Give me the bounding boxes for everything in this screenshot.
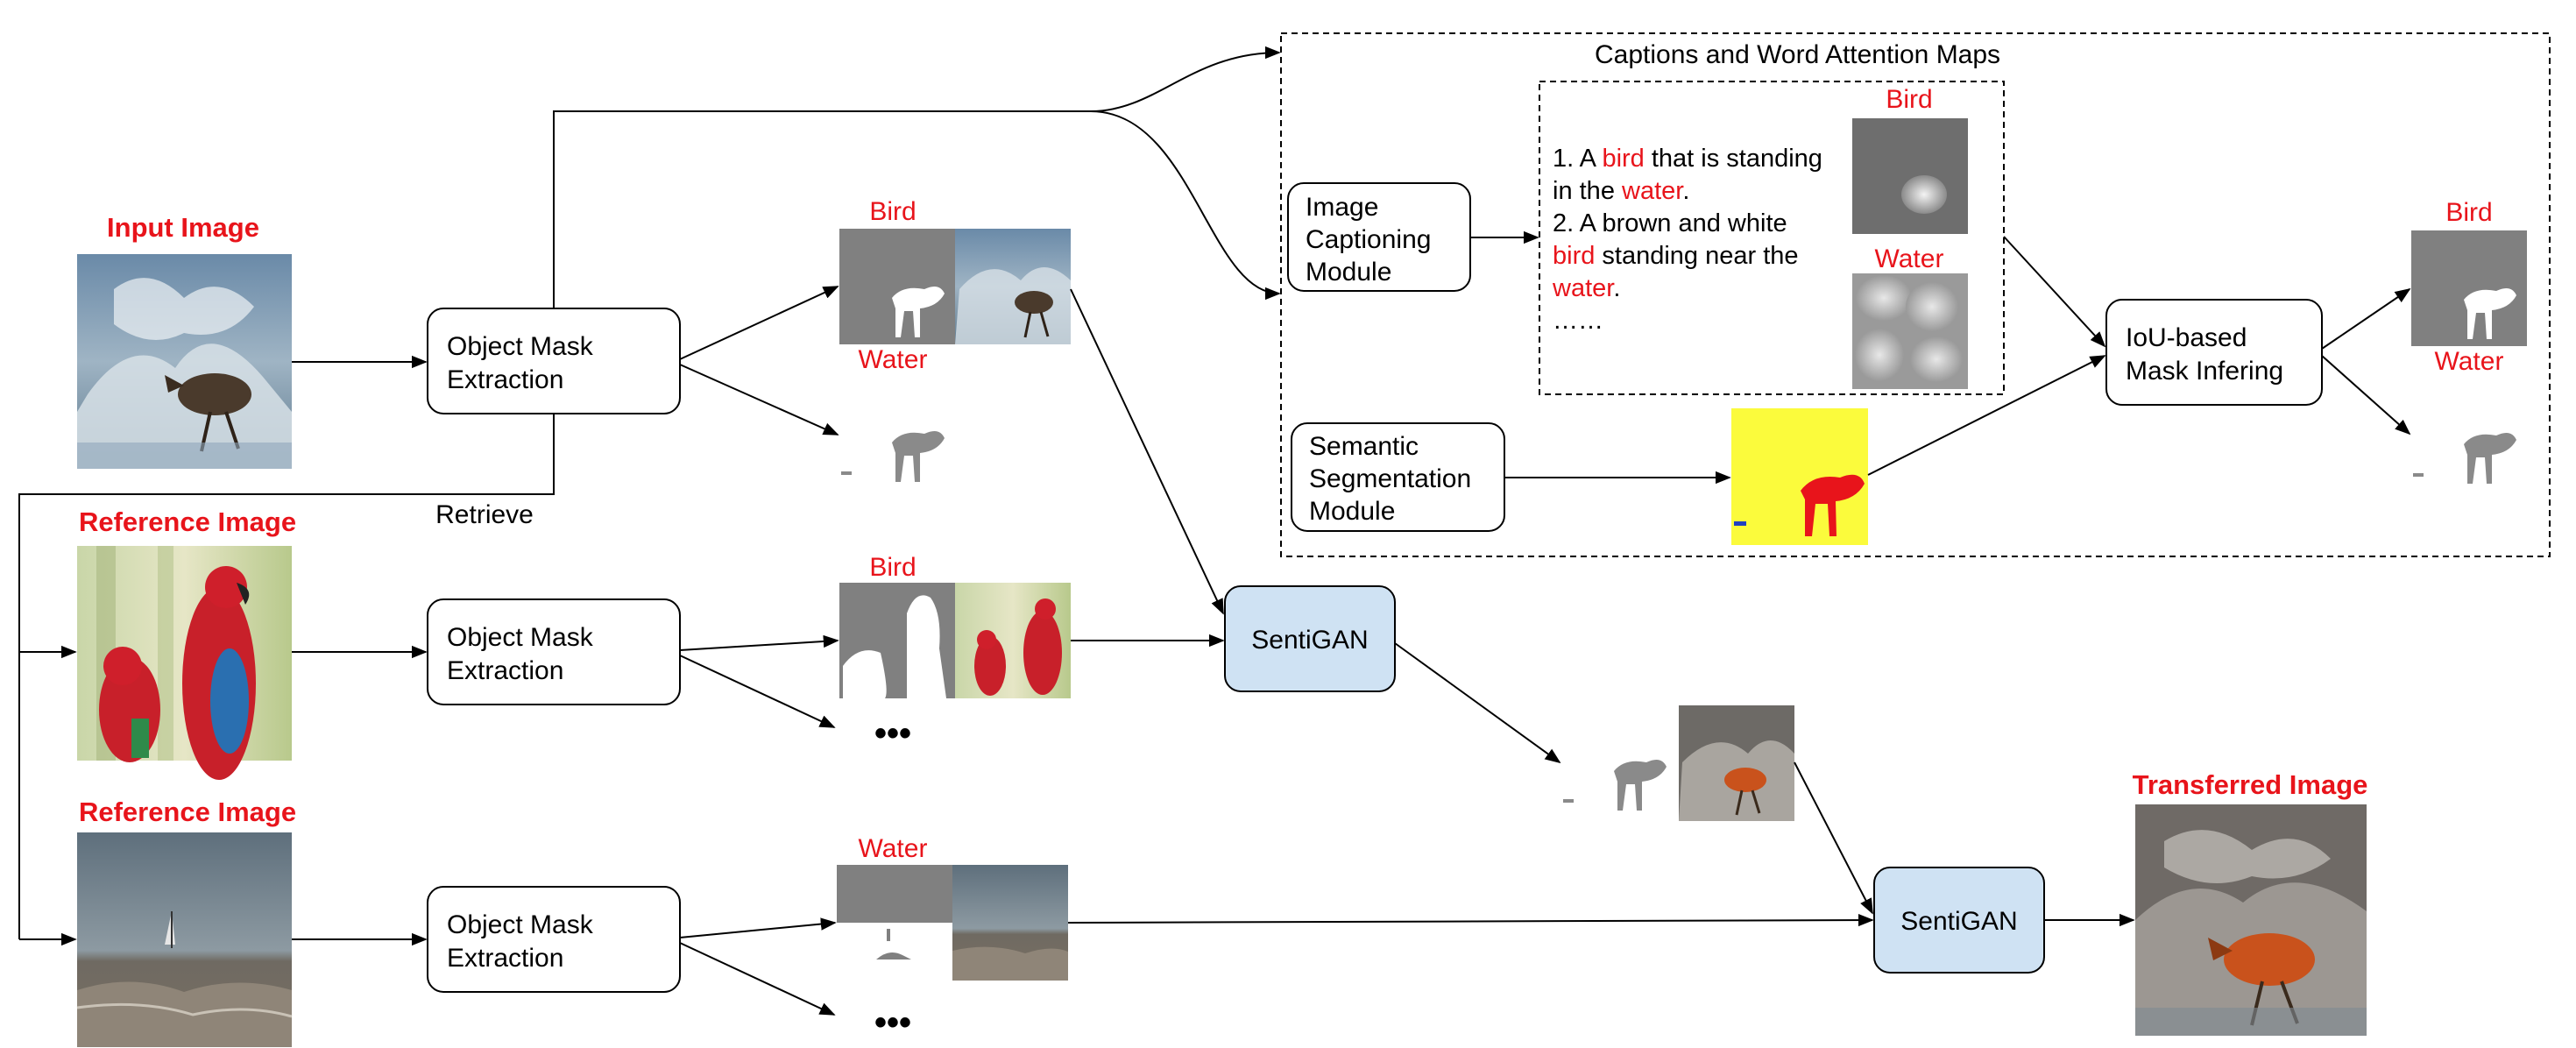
captioning-line2: Captioning: [1306, 225, 1431, 254]
object-mask-2-line1: Object Mask: [447, 623, 594, 652]
object-mask-3-line2: Extraction: [447, 944, 563, 973]
captioning-line3: Module: [1306, 258, 1391, 287]
image-captioning-module: Image Captioning Module: [1287, 182, 1471, 292]
sentigan-2-label: SentiGAN: [1900, 907, 2017, 936]
iou-line1: IoU-based: [2126, 323, 2247, 352]
ref1-bird-mask-label: Bird: [869, 553, 916, 582]
caption-2-highlight: water: [1621, 177, 1684, 205]
segmentation-line2: Segmentation: [1309, 464, 1471, 493]
caption-1: 1. A bird that is standing in the water.: [1553, 145, 1829, 205]
attention-map-bird: [1852, 118, 1968, 234]
ref2-water-mask: [837, 865, 952, 981]
input-bird-image-crop: [955, 229, 1071, 344]
input-water-mask: [839, 377, 955, 492]
retrieve-label: Retrieve: [435, 500, 534, 529]
caption-1-b: that is standing: [1645, 145, 1822, 173]
transferred-image: [2135, 804, 2367, 1036]
reference-image-2-title: Reference Image: [79, 797, 296, 827]
semantic-segmentation-module: Semantic Segmentation Module: [1291, 422, 1505, 532]
input-image: [77, 254, 292, 469]
iou-water-mask: [2411, 379, 2527, 494]
segmentation-line3: Module: [1309, 497, 1395, 526]
ref1-bird-image-crop: [955, 583, 1071, 698]
sentigan-1-label: SentiGAN: [1251, 626, 1368, 655]
captions-inner-panel: [1539, 81, 2005, 395]
caption-2-a: in the: [1553, 177, 1622, 205]
captions-panel-title: Captions and Word Attention Maps: [1595, 40, 2000, 69]
caption-4-b: standing near the: [1595, 242, 1798, 270]
ref1-bird-mask: [839, 583, 955, 698]
captioning-line1: Image: [1306, 193, 1378, 222]
reference-image-2: [76, 832, 293, 1047]
attention-map-water: [1852, 273, 1968, 389]
intermediate-transferred-image: [1679, 705, 1794, 821]
input-water-mask-label: Water: [859, 345, 928, 374]
ref2-more-ellipsis: •••: [874, 1003, 911, 1042]
object-mask-1-line1: Object Mask: [447, 332, 594, 361]
ref2-water-image-crop: [952, 865, 1068, 981]
caption-ellipsis: ……: [1553, 307, 1603, 335]
attention-water-label: Water: [1875, 244, 1944, 273]
object-mask-extraction-1: Object Mask Extraction: [427, 308, 681, 414]
object-mask-3-line1: Object Mask: [447, 910, 594, 939]
sentigan-1: SentiGAN: [1224, 585, 1396, 692]
input-image-title: Input Image: [107, 212, 259, 243]
iou-water-label: Water: [2435, 347, 2504, 376]
input-bird-mask-label: Bird: [869, 197, 916, 226]
sentigan-2: SentiGAN: [1873, 867, 2045, 974]
caption-5-highlight: water: [1552, 274, 1615, 302]
iou-mask-infering-module: IoU-based Mask Infering: [2105, 299, 2323, 406]
reference-image-1: [77, 546, 292, 780]
segmentation-output: [1731, 408, 1868, 545]
attention-bird-label: Bird: [1886, 85, 1932, 114]
segmentation-line1: Semantic: [1309, 432, 1419, 461]
combined-water-mask: [1561, 705, 1677, 821]
connectors: [18, 46, 2411, 1016]
input-bird-mask: [839, 229, 955, 344]
ref1-more-ellipsis: •••: [874, 714, 911, 753]
caption-3: 2. A brown and white: [1553, 209, 1787, 237]
iou-bird-label: Bird: [2445, 198, 2492, 227]
object-mask-extraction-3: Object Mask Extraction: [427, 886, 681, 993]
caption-4-highlight: bird: [1553, 242, 1595, 270]
captions-panel: [1280, 32, 2551, 557]
object-mask-1-line2: Extraction: [447, 365, 563, 394]
object-mask-extraction-2: Object Mask Extraction: [427, 598, 681, 705]
caption-2: 2. A brown and white bird standing near …: [1552, 209, 1806, 335]
caption-2-b: .: [1682, 177, 1689, 205]
object-mask-2-line2: Extraction: [447, 656, 563, 685]
caption-5-b: .: [1613, 274, 1620, 302]
ref2-water-mask-label: Water: [859, 834, 928, 863]
reference-image-1-title: Reference Image: [79, 506, 296, 537]
caption-1-highlight: bird: [1602, 145, 1644, 173]
iou-bird-mask: [2411, 230, 2527, 346]
caption-1-a: 1. A: [1553, 145, 1602, 173]
transferred-image-title: Transferred Image: [2133, 769, 2368, 800]
iou-line2: Mask Infering: [2126, 357, 2283, 386]
